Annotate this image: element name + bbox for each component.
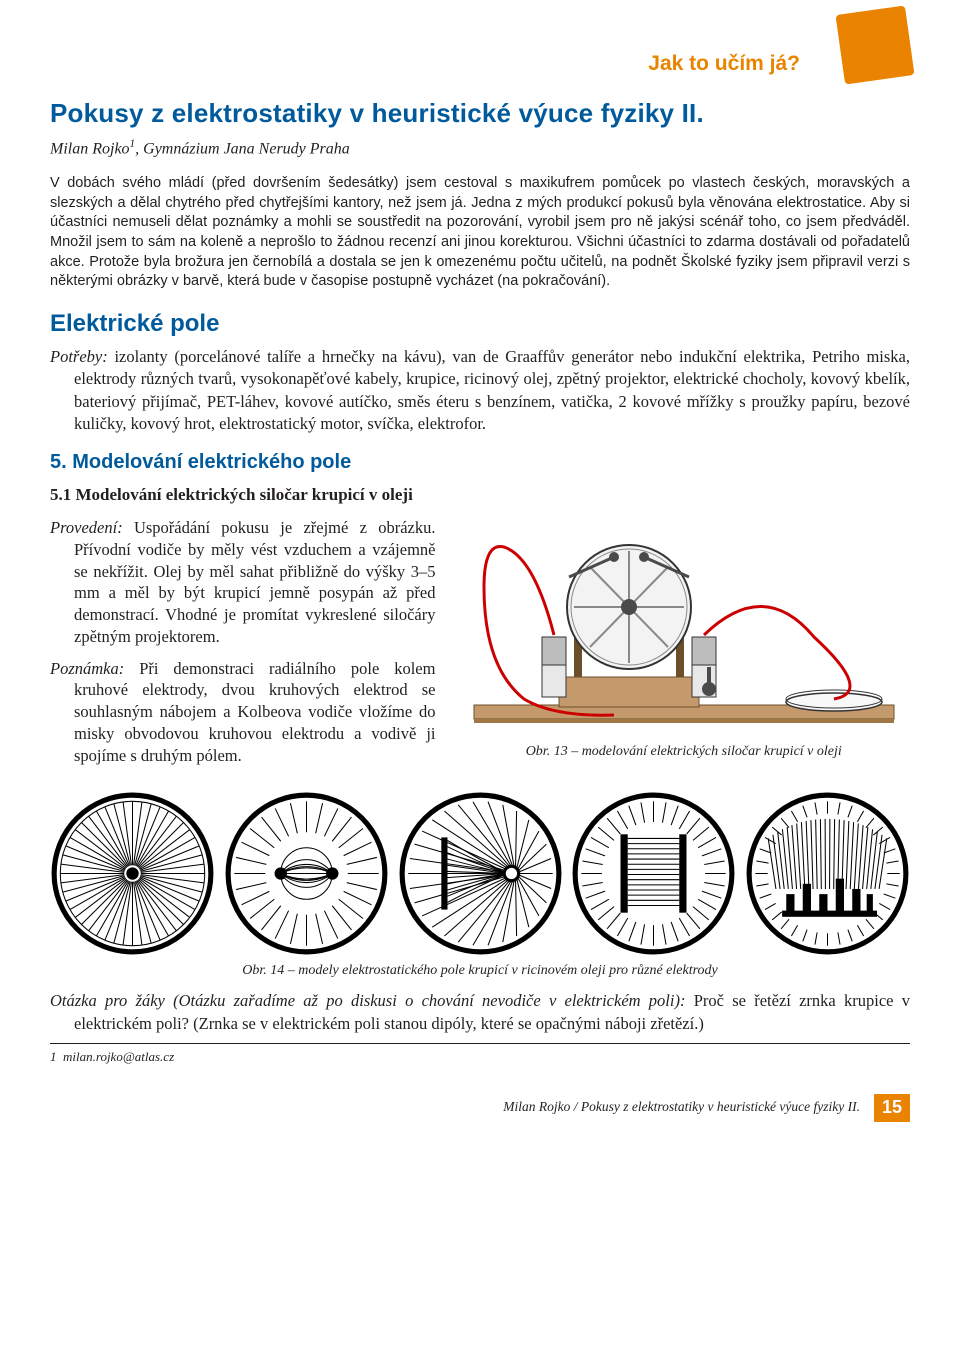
dish-plate-point: [398, 791, 563, 956]
heading-elektricke-pole: Elektrické pole: [50, 308, 910, 340]
heading-5-1: 5.1 Modelování elektrických siločar krup…: [50, 484, 910, 507]
question-label: Otázka pro žáky (Otázku zařadíme až po d…: [50, 991, 685, 1010]
provedeni-paragraph: Provedení: Uspořádání pokusu je zřejmé z…: [50, 517, 435, 648]
intro-paragraph: V dobách svého mládí (před dovršením šed…: [50, 174, 910, 291]
figure-14-caption: Obr. 14 – modely elektrostatického pole …: [50, 962, 910, 981]
section-label: Jak to učím já?: [50, 50, 910, 78]
apparatus-illustration: [464, 517, 904, 737]
provedeni-label: Provedení:: [50, 518, 123, 537]
poznamka-label: Poznámka:: [50, 659, 124, 678]
heading-5: 5. Modelování elektrického pole: [50, 449, 910, 476]
footer-text: Milan Rojko / Pokusy z elektrostatiky v …: [503, 1098, 860, 1116]
question-paragraph: Otázka pro žáky (Otázku zařadíme až po d…: [50, 990, 910, 1035]
author-line: Milan Rojko1, Gymnázium Jana Nerudy Prah…: [50, 137, 910, 160]
figure-13: Obr. 13 – modelování elektrických siloča…: [457, 517, 910, 762]
dish-parallel-plates: [571, 791, 736, 956]
figure-13-caption: Obr. 13 – modelování elektrických siloča…: [526, 743, 842, 762]
potreby-text: izolanty (porcelánové talíře a hrnečky n…: [74, 347, 910, 433]
page-number: 15: [874, 1094, 910, 1122]
potreby-paragraph: Potřeby: izolanty (porcelánové talíře a …: [50, 346, 910, 435]
provedeni-text: Uspořádání pokusu je zřejmé z obrázku. P…: [74, 518, 435, 646]
poznamka-paragraph: Poznámka: Při demonstraci radiálního pol…: [50, 658, 435, 767]
author-affil: , Gymnázium Jana Nerudy Praha: [135, 141, 350, 158]
figure-14-row: [50, 791, 910, 956]
footnote-text: milan.rojko@atlas.cz: [63, 1049, 174, 1064]
footnote-num: 1: [50, 1049, 57, 1064]
dish-comb: [745, 791, 910, 956]
footnote-rule: [50, 1043, 910, 1044]
footnote: 1 milan.rojko@atlas.cz: [50, 1048, 910, 1066]
author-name: Milan Rojko: [50, 141, 130, 158]
page-footer: Milan Rojko / Pokusy z elektrostatiky v …: [50, 1094, 910, 1122]
dish-dipole: [224, 791, 389, 956]
corner-badge-icon: [835, 5, 914, 84]
dish-radial: [50, 791, 215, 956]
poznamka-text: Při demonstraci radiálního pole kolem kr…: [74, 659, 435, 765]
article-title: Pokusy z elektrostatiky v heuristické vý…: [50, 96, 910, 131]
potreby-label: Potřeby:: [50, 347, 108, 366]
